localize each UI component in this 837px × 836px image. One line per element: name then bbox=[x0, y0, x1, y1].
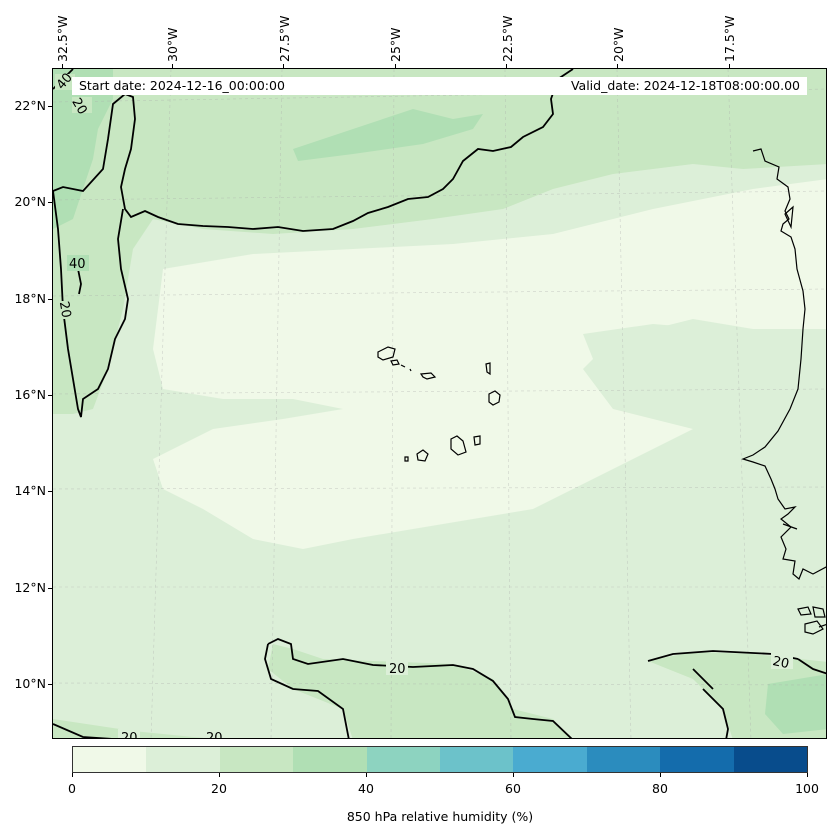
colorbar bbox=[72, 746, 808, 773]
colorbar-tick-label: 0 bbox=[68, 781, 76, 796]
colorbar-swatch bbox=[513, 747, 587, 772]
tick-mark bbox=[172, 64, 173, 68]
contour-20 bbox=[53, 69, 826, 738]
field-20-30-south bbox=[268, 644, 572, 738]
colorbar-tick-label: 20 bbox=[211, 781, 227, 796]
humidity-map: 40 20 40 20 20 20 20 20 bbox=[52, 68, 827, 739]
colorbar-tick-mark bbox=[807, 773, 808, 777]
field-10-20-east bbox=[583, 324, 753, 369]
tick-mark bbox=[283, 64, 284, 68]
lat-label: 18°N bbox=[14, 291, 46, 306]
lat-label: 20°N bbox=[14, 194, 46, 209]
tick-mark bbox=[48, 684, 52, 685]
tick-mark bbox=[729, 64, 730, 68]
lat-label: 16°N bbox=[14, 387, 46, 402]
tick-mark bbox=[48, 395, 52, 396]
colorbar-tick-mark bbox=[72, 773, 73, 777]
colorbar-tick-mark bbox=[366, 773, 367, 777]
colorbar-swatch bbox=[73, 747, 147, 772]
colorbar-tick-label: 80 bbox=[652, 781, 668, 796]
colorbar-swatch bbox=[366, 747, 441, 772]
tick-mark bbox=[48, 106, 52, 107]
lon-label: 17.5°W bbox=[722, 15, 737, 62]
field-20-30-north bbox=[53, 69, 826, 414]
colorbar-swatch bbox=[440, 747, 514, 772]
contour-label: 40 bbox=[69, 257, 86, 272]
colorbar-swatch bbox=[146, 747, 220, 772]
tick-mark bbox=[48, 202, 52, 203]
info-bar bbox=[72, 77, 807, 95]
colorbar-tick-label: 60 bbox=[505, 781, 521, 796]
tick-mark bbox=[506, 64, 507, 68]
lon-label: 30°W bbox=[165, 27, 180, 62]
tick-mark bbox=[48, 299, 52, 300]
lat-label: 10°N bbox=[14, 676, 46, 691]
gridlines bbox=[53, 69, 826, 738]
tick-mark bbox=[395, 64, 396, 68]
lon-label: 27.5°W bbox=[277, 15, 292, 62]
contour-label: 20 bbox=[771, 654, 790, 672]
lat-label: 22°N bbox=[14, 98, 46, 113]
lon-label: 20°W bbox=[611, 27, 626, 62]
tick-mark bbox=[48, 491, 52, 492]
tick-mark bbox=[617, 64, 618, 68]
contour-label: 20 bbox=[56, 300, 74, 319]
field-20-30-southwest bbox=[53, 719, 207, 738]
africa-coastline bbox=[741, 148, 826, 635]
colorbar-swatch bbox=[586, 747, 661, 772]
lon-label: 32.5°W bbox=[55, 15, 70, 62]
colorbar-tick-mark bbox=[219, 773, 220, 777]
colorbar-tick-label: 40 bbox=[358, 781, 374, 796]
contour-label: 20 bbox=[68, 96, 89, 118]
lat-label: 14°N bbox=[14, 483, 46, 498]
lon-label: 25°W bbox=[388, 27, 403, 62]
colorbar-swatch bbox=[219, 747, 294, 772]
field-30-40-north bbox=[293, 109, 483, 161]
colorbar-swatch bbox=[293, 747, 367, 772]
colorbar-tick-mark bbox=[660, 773, 661, 777]
start-date: Start date: 2024-12-16_00:00:00 bbox=[79, 78, 285, 93]
field-30-40-southeast bbox=[765, 674, 826, 734]
colorbar-label: 850 hPa relative humidity (%) bbox=[346, 809, 534, 824]
island-coastlines bbox=[377, 346, 501, 462]
tick-mark bbox=[48, 588, 52, 589]
contour-label: 20 bbox=[206, 731, 223, 739]
map-svg: 40 20 40 20 20 20 20 20 bbox=[53, 69, 826, 739]
colorbar-tick-mark bbox=[513, 773, 514, 777]
colorbar-swatch bbox=[660, 747, 734, 772]
contour-label: 20 bbox=[389, 662, 406, 677]
contour-label: 20 bbox=[121, 731, 138, 739]
valid-date: Valid_date: 2024-12-18T08:00:00.00 bbox=[570, 78, 800, 93]
tick-mark bbox=[62, 64, 63, 68]
colorbar-tick-label: 100 bbox=[795, 781, 819, 796]
field-30-40-northwest bbox=[53, 69, 113, 229]
lat-label: 12°N bbox=[14, 580, 46, 595]
colorbar-swatch bbox=[733, 747, 808, 772]
lon-label: 22.5°W bbox=[500, 15, 515, 62]
contour-labels: 40 20 40 20 20 20 20 20 bbox=[54, 70, 793, 739]
